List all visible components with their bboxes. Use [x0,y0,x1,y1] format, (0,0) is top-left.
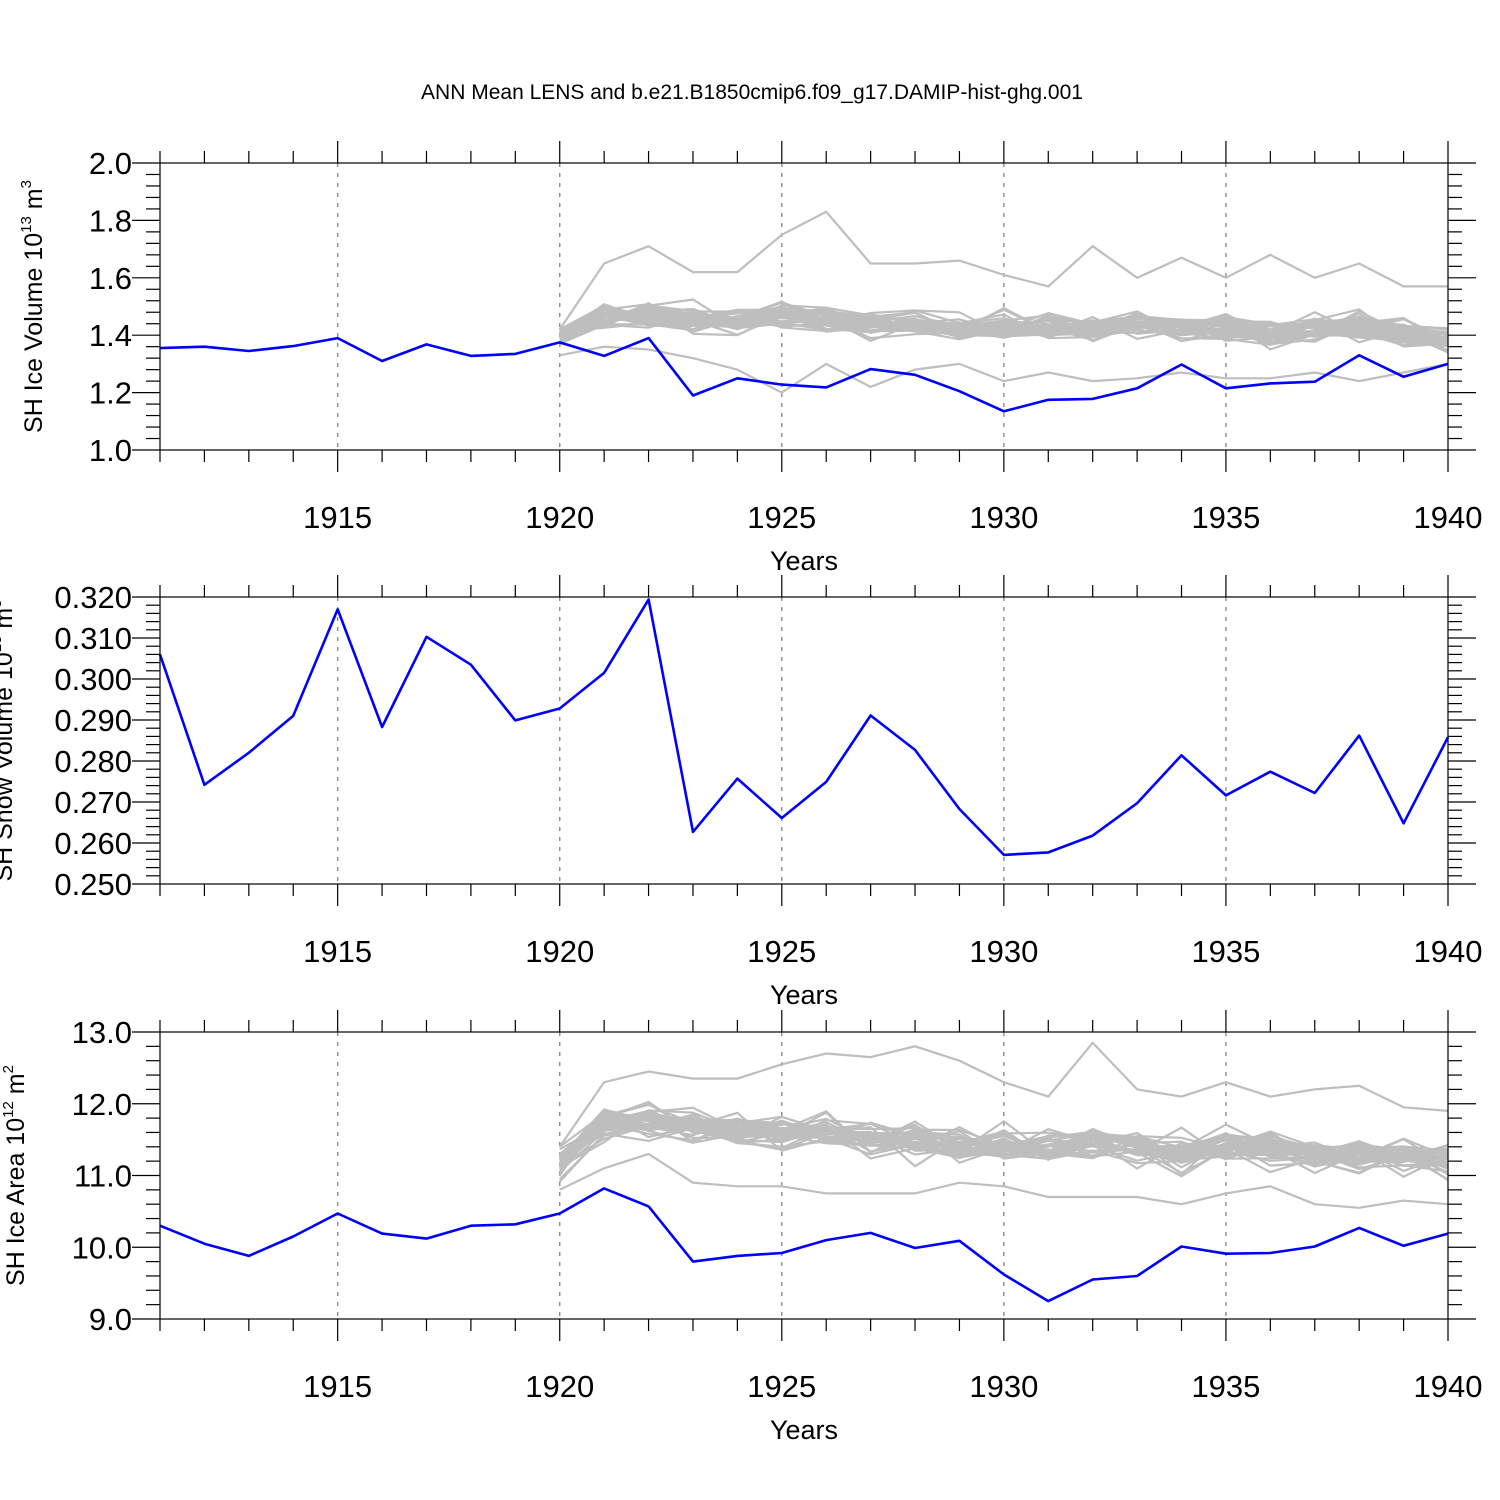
x-tick-label: 1920 [525,1369,594,1404]
x-tick-label: 1925 [747,934,816,969]
ensemble-member-line [559,305,1449,339]
ensemble-member-line [558,210,1448,331]
x-tick-label: 1935 [1191,1369,1260,1404]
x-tick-label: 1935 [1191,934,1260,969]
y-tick-label: 2.0 [89,146,132,181]
y-tick-label: 0.260 [54,826,132,861]
x-tick-label: 1940 [1414,500,1483,535]
ensemble-member-line [559,345,1449,394]
panel-3: 1915 1920 1925 1930 1935 1940 9.0 10.0 11.0 12.0 1… [0,1010,1482,1445]
x-tick-label: 1935 [1191,500,1260,535]
ensemble-member-line [558,1109,1449,1182]
x-tick-label: 1940 [1414,1369,1483,1404]
ensemble-member-line [559,1152,1449,1209]
y-tick-label: 1.0 [89,433,132,468]
x-tick-label: 1915 [303,500,372,535]
main-series-line [159,336,1449,413]
y-tick-label: 10.0 [72,1230,132,1265]
x-tick-label: 1920 [525,500,594,535]
y-tick-label: 0.250 [54,867,132,902]
ensemble-member-line [558,1041,1449,1148]
panel-1: 1915 1920 1925 1930 1935 1940 1.0 1.2 1.4 1.6 1.8 2… [18,141,1482,576]
plot-frame [159,1031,1449,1320]
y-tick-label: 1.2 [89,376,132,411]
y-tick-label: 0.310 [54,621,132,656]
y-axis-label: SH Ice Volume 1013 m3 [18,180,48,433]
y-tick-label: 0.320 [54,580,132,615]
y-tick-label: 0.280 [54,744,132,779]
ensemble-member-line [558,1102,1449,1160]
ensemble-members [558,1041,1449,1209]
x-axis-label: Years [770,1415,838,1445]
panel-2: 1915 1920 1925 1930 1935 1940 0.250 0.260 0.270 0… [0,575,1482,1010]
plot-frame [159,162,1449,451]
main-series-line [158,598,1450,857]
x-tick-label: 1940 [1414,934,1483,969]
ensemble-members [558,210,1449,394]
x-axis-label: Years [770,980,838,1010]
y-axis-label: SH Snow Volume 1013 m3 [0,599,18,881]
x-tick-label: 1920 [525,934,594,969]
chart-title: ANN Mean LENS and b.e21.B1850cmip6.f09_g… [421,81,1083,104]
x-tick-label: 1930 [969,1369,1038,1404]
y-tick-label: 12.0 [72,1087,132,1122]
ensemble-member-line [559,314,1449,343]
y-tick-label: 1.4 [89,318,132,353]
y-tick-label: 1.8 [89,203,132,238]
x-tick-label: 1930 [969,500,1038,535]
ensemble-member-line [559,1113,1449,1167]
x-tick-label: 1925 [747,1369,816,1404]
y-tick-label: 0.290 [54,703,132,738]
x-tick-label: 1915 [303,934,372,969]
y-tick-label: 9.0 [89,1302,132,1337]
x-tick-label: 1930 [969,934,1038,969]
plot-frame [159,596,1449,885]
y-tick-label: 1.6 [89,261,132,296]
ensemble-member-line [559,308,1449,339]
y-axis-label: SH Ice Area 1012 m2 [0,1065,30,1286]
x-tick-label: 1915 [303,1369,372,1404]
x-tick-label: 1925 [747,500,816,535]
y-tick-label: 13.0 [72,1015,132,1050]
y-tick-label: 0.270 [54,785,132,820]
main-series-line [159,1187,1449,1303]
y-tick-label: 0.300 [54,662,132,697]
x-axis-label: Years [770,546,838,576]
y-tick-label: 11.0 [74,1159,132,1194]
ensemble-member-line [559,307,1449,347]
